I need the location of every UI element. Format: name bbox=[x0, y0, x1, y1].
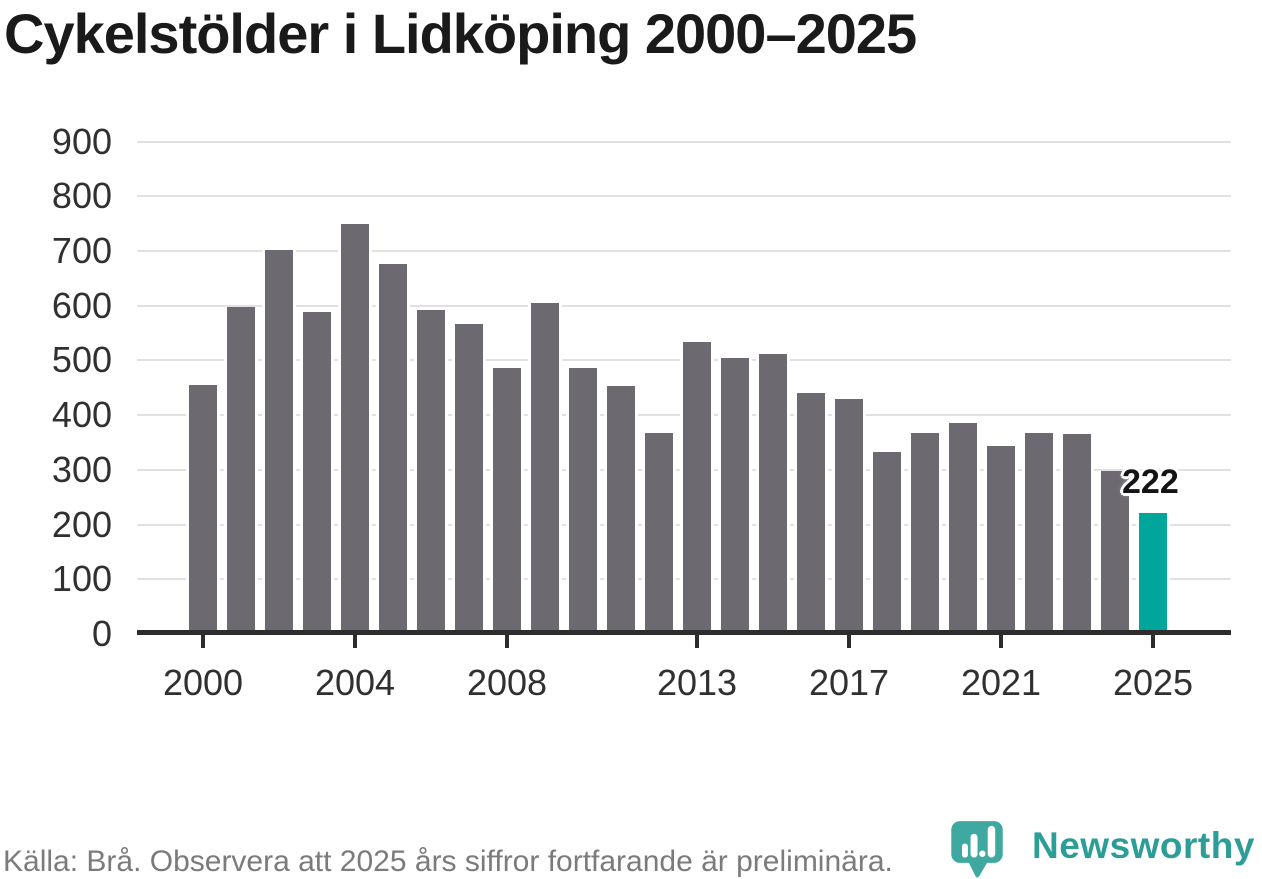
x-axis-line bbox=[137, 630, 1231, 635]
bar-2025 bbox=[1136, 512, 1170, 634]
y-tick-label-100: 100 bbox=[51, 558, 112, 600]
bar-2008 bbox=[490, 368, 524, 634]
bar-2013 bbox=[680, 341, 714, 634]
bar-2007 bbox=[452, 323, 486, 634]
bar-2015 bbox=[756, 353, 790, 634]
bar-2016 bbox=[794, 392, 828, 634]
bar-2004 bbox=[338, 224, 372, 634]
y-tick-label-300: 300 bbox=[51, 448, 112, 490]
x-tick-label-2025: 2025 bbox=[1112, 662, 1194, 703]
y-tick-label-700: 700 bbox=[51, 229, 112, 271]
newsworthy-speech-bubble-chart-icon bbox=[951, 821, 1003, 878]
x-tick-label-2004: 2004 bbox=[314, 662, 396, 703]
x-tick-2000 bbox=[201, 635, 205, 648]
x-tick-2025 bbox=[1151, 635, 1155, 648]
plot-area: 222 bbox=[137, 134, 1231, 634]
x-tick-2008 bbox=[505, 635, 509, 648]
x-tick-2017 bbox=[847, 635, 851, 648]
y-tick-label-400: 400 bbox=[51, 394, 112, 436]
bar-2017 bbox=[832, 398, 866, 634]
x-tick-label-2021: 2021 bbox=[960, 662, 1042, 703]
bar-2000 bbox=[186, 385, 220, 634]
bar-2002 bbox=[262, 250, 296, 634]
bar-2009 bbox=[528, 302, 562, 634]
bar-2021 bbox=[984, 445, 1018, 634]
bar-2005 bbox=[376, 264, 410, 634]
bar-2018 bbox=[870, 451, 904, 634]
x-tick-label-2017: 2017 bbox=[808, 662, 890, 703]
x-tick-label-2000: 2000 bbox=[162, 662, 244, 703]
newsworthy-wordmark: Newsworthy bbox=[1032, 825, 1255, 866]
bar-2024 bbox=[1098, 471, 1132, 634]
x-tick-label-2013: 2013 bbox=[656, 662, 738, 703]
y-tick-label-0: 0 bbox=[91, 613, 112, 654]
bar-2001 bbox=[224, 307, 258, 634]
bar-2012 bbox=[642, 433, 676, 634]
gridline-700 bbox=[137, 249, 1231, 252]
bar-2019 bbox=[908, 432, 942, 634]
bar-2003 bbox=[300, 312, 334, 634]
x-tick-2004 bbox=[353, 635, 357, 648]
bar-2010 bbox=[566, 367, 600, 634]
bar-2020 bbox=[946, 422, 980, 634]
source-note: Källa: Brå. Observera att 2025 års siffr… bbox=[3, 845, 893, 878]
x-tick-2013 bbox=[695, 635, 699, 648]
bar-2014 bbox=[718, 358, 752, 634]
bar-2023 bbox=[1060, 434, 1094, 634]
chart-title: Cykelstölder i Lidköping 2000–2025 bbox=[4, 2, 917, 65]
highlight-value-label: 222 bbox=[1122, 462, 1179, 501]
bar-2022 bbox=[1022, 433, 1056, 634]
y-tick-label-900: 900 bbox=[51, 120, 112, 162]
y-tick-label-800: 800 bbox=[51, 175, 112, 217]
gridline-600 bbox=[137, 304, 1231, 307]
x-tick-label-2008: 2008 bbox=[466, 662, 548, 703]
bar-2006 bbox=[414, 309, 448, 634]
gridline-800 bbox=[137, 195, 1231, 198]
y-tick-label-600: 600 bbox=[51, 284, 112, 326]
y-tick-label-200: 200 bbox=[51, 503, 112, 545]
y-tick-label-500: 500 bbox=[51, 339, 112, 381]
bar-2011 bbox=[604, 386, 638, 634]
x-tick-2021 bbox=[999, 635, 1003, 648]
gridline-900 bbox=[137, 140, 1231, 143]
